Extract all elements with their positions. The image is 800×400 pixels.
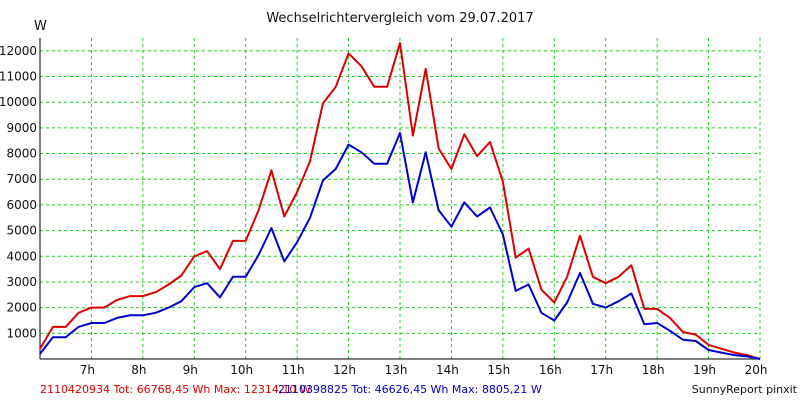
y-tick-label: 6000 xyxy=(6,198,37,212)
y-tick-label: 9000 xyxy=(6,121,37,135)
y-axis-ticks: 1000 2000 3000 4000 5000 6000 7000 8000 9000 1000… xyxy=(0,44,37,340)
x-tick-label: 13h xyxy=(385,363,408,377)
x-tick-label: 19h xyxy=(693,363,716,377)
y-tick-label: 5000 xyxy=(6,224,37,238)
x-tick-label: 14h xyxy=(436,363,459,377)
series-line-2110398825 xyxy=(39,132,761,360)
y-tick-label: 8000 xyxy=(6,147,37,161)
y-tick-label: 2000 xyxy=(6,301,37,315)
x-tick-label: 17h xyxy=(590,363,613,377)
x-axis-ticks: 7h 8h 9h 10h 11h 12h 13h 14h 15h 16h 17h 18h 19h 20h xyxy=(80,363,768,377)
series-line-2110420934 xyxy=(39,42,761,360)
legend-entry-series-2: 2110398825 Tot: 46626,45 Wh Max: 8805,21… xyxy=(278,383,542,396)
axes xyxy=(39,38,760,360)
x-tick-label: 20h xyxy=(745,363,768,377)
x-tick-label: 16h xyxy=(539,363,562,377)
chart-title: Wechselrichtervergleich vom 29.07.2017 xyxy=(266,11,533,26)
x-tick-label: 7h xyxy=(80,363,95,377)
series-lines xyxy=(39,42,761,360)
x-tick-label: 15h xyxy=(487,363,510,377)
x-tick-label: 8h xyxy=(131,363,146,377)
y-tick-label: 7000 xyxy=(6,172,37,186)
x-tick-label: 10h xyxy=(230,363,253,377)
y-tick-label: 3000 xyxy=(6,275,37,289)
y-axis-unit-label: W xyxy=(34,19,47,34)
y-tick-label: 10000 xyxy=(0,95,37,109)
grid-lines xyxy=(40,38,761,359)
x-tick-label: 12h xyxy=(333,363,356,377)
y-tick-label: 4000 xyxy=(6,249,37,263)
y-tick-label: 1000 xyxy=(6,326,37,340)
x-tick-label: 9h xyxy=(183,363,198,377)
x-tick-label: 11h xyxy=(282,363,305,377)
credit-label: SunnyReport pinxit xyxy=(692,383,798,396)
legend-entry-series-1: 2110420934 Tot: 66768,45 Wh Max: 12314,1… xyxy=(40,383,311,396)
y-tick-label: 11000 xyxy=(0,70,37,84)
y-tick-label: 12000 xyxy=(0,44,37,58)
x-tick-label: 18h xyxy=(642,363,665,377)
